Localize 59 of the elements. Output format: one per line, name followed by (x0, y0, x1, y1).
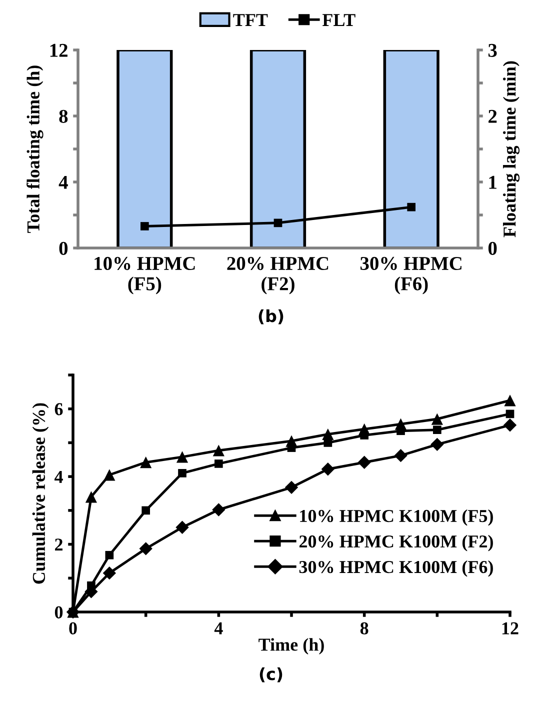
y-tick-label: 8 (59, 110, 68, 123)
text: (c) (260, 667, 282, 682)
point (358, 456, 371, 469)
y-axis-title: Total floating time (h) (26, 66, 44, 233)
point (178, 469, 186, 478)
y2-tick-label: 3 (488, 44, 497, 57)
text: (b) (258, 309, 284, 324)
legend-label: 20% HPMC K100M (F2) (299, 534, 493, 552)
x-tick-label: 12 (502, 622, 518, 634)
legend-label: FLT (322, 14, 356, 26)
x-tick-label: 8 (360, 622, 368, 634)
point (396, 426, 405, 436)
point (102, 566, 116, 580)
point (431, 413, 443, 425)
y-tick-label: 12 (50, 44, 68, 57)
point (85, 491, 98, 503)
point (104, 469, 116, 481)
y-tick-label: 0 (54, 606, 63, 618)
point (140, 222, 149, 230)
y2-tick-label: 0 (488, 242, 497, 255)
y-tick-label: 4 (58, 176, 68, 189)
x-tick-label: 4 (214, 622, 223, 634)
point (433, 426, 442, 434)
y2-tick-label: 2 (488, 110, 497, 123)
x-tick-label: 10% HPMC (F5) (94, 256, 195, 294)
legend-label: 30% HPMC K100M (F6) (299, 560, 493, 577)
point (394, 448, 408, 462)
point (360, 431, 368, 440)
point (407, 202, 416, 212)
point (287, 444, 296, 452)
x-tick-label: 20% HPMC (F2) (227, 256, 328, 294)
x-tick-label: 30% HPMC (F6) (360, 256, 462, 294)
y-tick-label: 0 (59, 242, 68, 255)
point (140, 456, 152, 468)
y-axis-title: Cumulative release (%) (32, 403, 49, 584)
legend-label: 10% HPMC K100M (F5) (300, 509, 493, 526)
point (321, 462, 335, 476)
point (176, 520, 189, 534)
point (274, 218, 282, 228)
point (176, 451, 188, 463)
point (212, 503, 226, 516)
point (430, 438, 444, 451)
y-tick-label: 2 (55, 538, 62, 551)
x-axis-title: Time (h) (258, 638, 324, 654)
legend-label: TFT (233, 14, 268, 26)
y-tick-label: 6 (54, 403, 63, 416)
point (284, 480, 298, 494)
point (503, 418, 517, 432)
point (139, 542, 152, 556)
x-tick-label: 0 (69, 622, 77, 634)
point (214, 460, 223, 468)
point (142, 506, 150, 515)
point (105, 550, 114, 560)
point (506, 410, 514, 418)
y2-axis-title: Floating lag time (min) (503, 61, 520, 238)
y-tick-label: 4 (54, 470, 63, 483)
point (504, 394, 516, 406)
y2-tick-label: 1 (489, 176, 496, 189)
point (212, 444, 224, 456)
